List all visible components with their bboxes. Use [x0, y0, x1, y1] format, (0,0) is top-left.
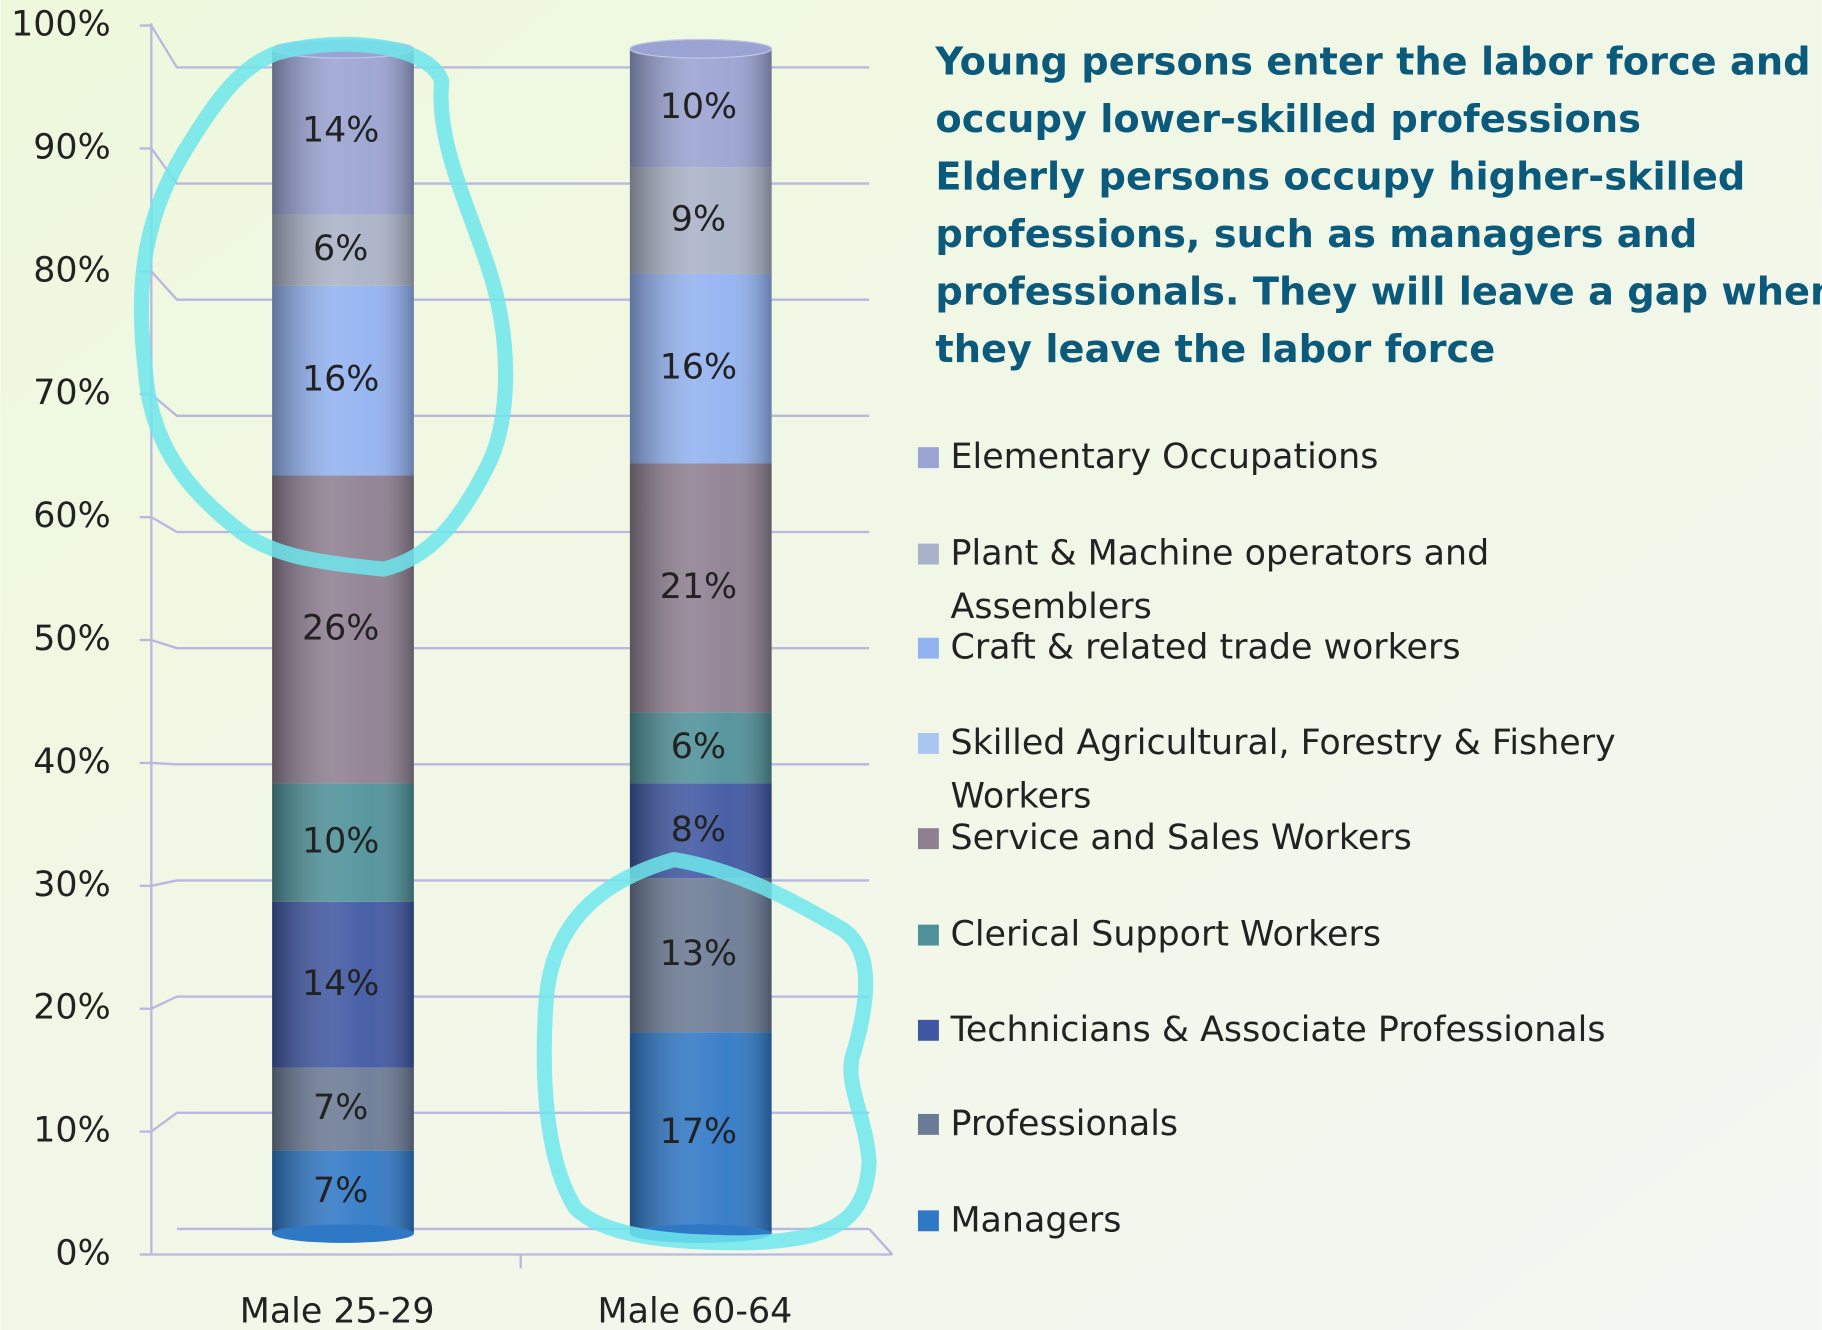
legend-item: Craft & related trade workers: [950, 627, 1461, 668]
y-tick-label: 20%: [33, 988, 110, 1028]
legend-label: Service and Sales Workers: [950, 817, 1412, 859]
legend-swatch: [917, 924, 939, 946]
legend-item: Service and Sales Workers: [950, 817, 1412, 859]
bar-stack: [271, 38, 415, 1243]
legend-label: Elementary Occupations: [950, 436, 1379, 478]
cylinder-top: [629, 38, 773, 59]
y-tick-label: 50%: [33, 619, 110, 659]
legend-item: Managers: [950, 1199, 1122, 1241]
legend-label: Professionals: [950, 1103, 1179, 1145]
data-label: 6%: [671, 727, 726, 767]
bar-stack: [629, 38, 773, 1243]
cylinder-bottom: [272, 1224, 414, 1243]
chart-title: Elderly persons occupy higher-skilled: [935, 154, 1745, 199]
y-tick-label: 100%: [11, 5, 111, 45]
legend-label: Craft & related trade workers: [950, 627, 1461, 668]
data-label: 14%: [302, 111, 379, 151]
data-label: 26%: [302, 608, 379, 648]
legend-item: Elementary Occupations: [950, 436, 1379, 478]
x-tick-label: Male 25-29: [240, 1292, 435, 1330]
legend-swatch: [917, 543, 939, 565]
y-tick-label: 30%: [33, 865, 110, 905]
data-label: 16%: [302, 360, 379, 400]
data-label: 10%: [660, 87, 737, 127]
legend-label: Technicians & Associate Professionals: [950, 1009, 1606, 1051]
data-label: 17%: [660, 1112, 737, 1152]
legend-swatch: [917, 732, 939, 754]
y-tick-label: 70%: [33, 373, 110, 413]
data-label: 10%: [302, 822, 379, 862]
legend-item: Skilled Agricultural, Forestry & Fishery…: [950, 722, 1616, 817]
chart-title: they leave the labor force: [935, 327, 1495, 372]
data-label: 8%: [671, 810, 726, 850]
x-tick-label: Male 60-64: [598, 1292, 793, 1330]
chart-title: Young persons enter the labor force and: [934, 39, 1810, 84]
legend-swatch: [917, 637, 939, 659]
chart-title: professions, such as managers and: [935, 212, 1697, 257]
cylinder-shade: [629, 48, 772, 1234]
legend-item: Professionals: [950, 1103, 1179, 1145]
data-label: 7%: [313, 1088, 368, 1128]
data-label: 16%: [660, 348, 737, 388]
data-label: 9%: [671, 200, 726, 240]
legend-label: Plant & Machine operators and Assemblers: [950, 533, 1490, 628]
legend-swatch: [917, 1113, 939, 1135]
annotation-circle: [133, 36, 514, 577]
y-tick-label: 90%: [33, 127, 110, 167]
data-label: 21%: [660, 567, 737, 607]
legend-label: Skilled Agricultural, Forestry & Fishery…: [950, 722, 1616, 817]
cylinder-shade: [272, 48, 414, 1234]
floor-edge: [868, 1228, 894, 1256]
y-tick-label: 60%: [33, 496, 110, 536]
annotation-circle: [536, 852, 877, 1251]
y-tick-label: 0%: [55, 1233, 110, 1273]
legend-swatch: [917, 447, 939, 469]
y-tick-label: 10%: [33, 1111, 110, 1151]
legend-item: Plant & Machine operators and Assemblers: [950, 533, 1490, 628]
chart-title: occupy lower-skilled professions: [935, 97, 1641, 142]
legend-swatch: [917, 1019, 939, 1041]
data-label: 7%: [313, 1171, 368, 1211]
data-label: 6%: [313, 229, 368, 269]
legend-item: Technicians & Associate Professionals: [950, 1009, 1606, 1051]
legend-swatch: [917, 828, 939, 850]
data-label: 14%: [302, 964, 379, 1004]
legend-swatch: [917, 1210, 939, 1232]
legend-label: Clerical Support Workers: [950, 914, 1381, 955]
y-tick-label: 40%: [33, 742, 110, 782]
legend-item: Clerical Support Workers: [950, 914, 1381, 955]
y-tick-label: 80%: [33, 250, 110, 290]
data-label: 13%: [660, 934, 737, 974]
legend-label: Managers: [950, 1199, 1122, 1241]
chart-title: professionals. They will leave a gap whe…: [935, 269, 1822, 314]
